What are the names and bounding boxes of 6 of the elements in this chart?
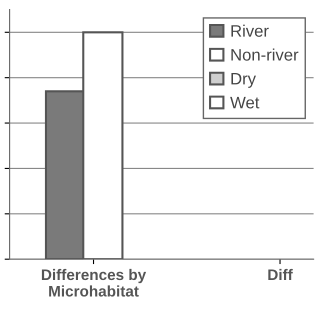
legend-label: River: [231, 24, 269, 37]
x-tick-label: Diff: [268, 268, 293, 280]
legend-label: Dry: [231, 72, 256, 88]
legend-label: Wet: [230, 96, 260, 108]
legend-label: Non-river: [231, 48, 298, 61]
x-tick-label: Differences by Microhabitat: [42, 268, 146, 297]
